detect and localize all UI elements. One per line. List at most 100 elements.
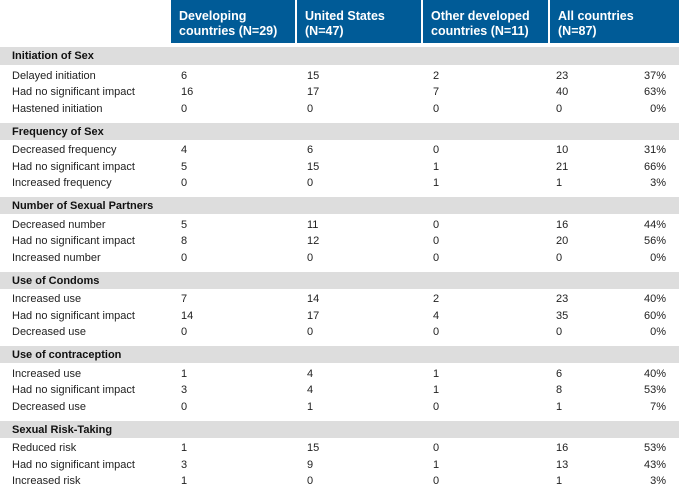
- section-title: Sexual Risk-Taking: [0, 415, 679, 438]
- other-developed-value: 0: [433, 144, 440, 157]
- row-label: Increased use: [12, 367, 82, 380]
- row-label: Had no significant impact: [12, 86, 135, 99]
- table-row: Had no significant impact 3 4 1 8 53%: [0, 383, 679, 400]
- header-developing-countries: Developing countries (N=29): [169, 0, 295, 43]
- all-countries-value: 0: [556, 102, 563, 115]
- table-row: Decreased frequency 4 6 0 10 31%: [0, 140, 679, 160]
- developing-value: 0: [181, 400, 188, 413]
- table-row: Had no significant impact 16 17 7 40 63%: [0, 85, 679, 102]
- developing-value: 14: [181, 309, 194, 322]
- all-countries-cell: 8 53%: [548, 383, 679, 400]
- all-countries-cell: 0 0%: [548, 325, 679, 342]
- other-developed-value: 0: [433, 442, 440, 455]
- table-row: Had no significant impact 14 17 4 35 60%: [0, 308, 679, 325]
- other-developed-value: 7: [433, 86, 440, 99]
- table-row: Decreased number 5 11 0 16 44%: [0, 214, 679, 234]
- united-states-value: 0: [307, 475, 314, 488]
- all-countries-cell: 1 3%: [548, 176, 679, 193]
- all-countries-percent: 7%: [650, 400, 666, 413]
- all-countries-percent: 53%: [643, 442, 666, 455]
- other-developed-value: 0: [433, 326, 440, 339]
- developing-value: 0: [181, 326, 188, 339]
- table-row: Hastened initiation 0 0 0 0 0%: [0, 101, 679, 118]
- row-label: Decreased number: [12, 218, 106, 231]
- section-header-row: Sexual Risk-Taking: [0, 415, 679, 438]
- all-countries-value: 16: [556, 218, 569, 231]
- united-states-value: 15: [307, 160, 320, 173]
- united-states-value: 15: [307, 69, 320, 82]
- other-developed-value: 1: [433, 367, 440, 380]
- united-states-value: 6: [307, 144, 314, 157]
- united-states-value: 4: [307, 384, 314, 397]
- other-developed-value: 2: [433, 293, 440, 306]
- developing-value: 6: [181, 69, 188, 82]
- all-countries-cell: 16 44%: [548, 214, 679, 234]
- row-label: Decreased frequency: [12, 144, 117, 157]
- row-label: Increased frequency: [12, 177, 112, 190]
- all-countries-value: 13: [556, 458, 569, 471]
- other-developed-value: 2: [433, 69, 440, 82]
- united-states-value: 4: [307, 367, 314, 380]
- section-title: Use of contraception: [0, 341, 679, 363]
- all-countries-percent: 43%: [643, 458, 666, 471]
- all-countries-cell: 21 66%: [548, 159, 679, 176]
- row-label: Had no significant impact: [12, 309, 135, 322]
- table-row: Decreased use 0 1 0 1 7%: [0, 399, 679, 416]
- united-states-value: 11: [307, 218, 319, 231]
- all-countries-cell: 1 7%: [548, 399, 679, 416]
- developing-value: 0: [181, 102, 188, 115]
- all-countries-value: 23: [556, 69, 569, 82]
- developing-value: 1: [181, 442, 188, 455]
- section-header-row: Frequency of Sex: [0, 117, 679, 140]
- table-row: Decreased use 0 0 0 0 0%: [0, 325, 679, 342]
- all-countries-cell: 1 3%: [548, 474, 679, 491]
- all-countries-cell: 13 43%: [548, 457, 679, 474]
- header-blank-cell: [0, 0, 169, 43]
- other-developed-value: 0: [433, 218, 440, 231]
- all-countries-cell: 23 37%: [548, 65, 679, 85]
- all-countries-cell: 16 53%: [548, 438, 679, 458]
- all-countries-value: 16: [556, 442, 569, 455]
- developing-value: 0: [181, 251, 188, 264]
- all-countries-percent: 44%: [643, 218, 666, 231]
- header-row: Developing countries (N=29) United States…: [0, 0, 679, 43]
- developing-value: 1: [181, 475, 188, 488]
- all-countries-cell: 35 60%: [548, 308, 679, 325]
- all-countries-value: 0: [556, 326, 563, 339]
- all-countries-percent: 66%: [643, 160, 666, 173]
- row-label: Hastened initiation: [12, 102, 103, 115]
- developing-value: 5: [181, 218, 188, 231]
- developing-value: 4: [181, 144, 188, 157]
- table-row: Increased risk 1 0 0 1 3%: [0, 474, 679, 491]
- other-developed-value: 1: [433, 458, 440, 471]
- developing-value: 5: [181, 160, 188, 173]
- row-label: Had no significant impact: [12, 384, 135, 397]
- all-countries-cell: 20 56%: [548, 234, 679, 251]
- all-countries-percent: 37%: [643, 69, 666, 82]
- all-countries-percent: 0%: [650, 251, 666, 264]
- united-states-value: 0: [307, 251, 314, 264]
- all-countries-value: 6: [556, 367, 563, 380]
- all-countries-percent: 3%: [650, 177, 666, 190]
- other-developed-value: 1: [433, 160, 440, 173]
- other-developed-value: 4: [433, 309, 440, 322]
- all-countries-cell: 40 63%: [548, 85, 679, 102]
- other-developed-value: 1: [433, 384, 440, 397]
- united-states-value: 17: [307, 86, 320, 99]
- all-countries-percent: 0%: [650, 326, 666, 339]
- united-states-value: 9: [307, 458, 314, 471]
- section-title: Initiation of Sex: [0, 43, 679, 65]
- other-developed-value: 0: [433, 235, 440, 248]
- header-other-developed: Other developed countries (N=11): [421, 0, 548, 43]
- developing-value: 8: [181, 235, 188, 248]
- all-countries-cell: 23 40%: [548, 289, 679, 309]
- row-label: Increased risk: [12, 475, 81, 488]
- developing-value: 7: [181, 293, 188, 306]
- united-states-value: 12: [307, 235, 320, 248]
- developing-value: 16: [181, 86, 194, 99]
- table-row: Had no significant impact 5 15 1 21 66%: [0, 159, 679, 176]
- united-states-value: 15: [307, 442, 320, 455]
- row-label: Delayed initiation: [12, 69, 96, 82]
- section-header-row: Use of contraception: [0, 341, 679, 363]
